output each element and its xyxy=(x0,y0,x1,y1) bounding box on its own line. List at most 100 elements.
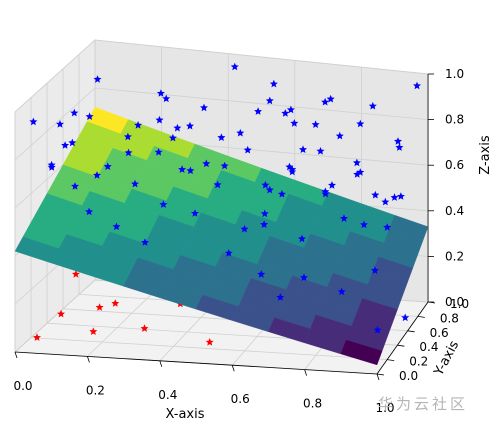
blue-star-point xyxy=(61,141,70,149)
blue-star-point xyxy=(236,128,245,137)
blue-star-point xyxy=(141,238,149,246)
y-tick-mark xyxy=(397,344,405,347)
surface-facet xyxy=(340,339,383,366)
blue-star-point xyxy=(240,224,249,233)
x-tick-label: 0.0 xyxy=(13,379,32,393)
y-tick-label: 0.4 xyxy=(419,340,438,354)
y-tick-label: 0.0 xyxy=(399,369,418,383)
y-tick-label: 0.2 xyxy=(409,355,428,369)
z-tick-label: 0.6 xyxy=(445,158,464,172)
y-axis-line xyxy=(376,301,429,375)
grid-line-y-floor xyxy=(30,337,388,360)
red-star-point xyxy=(111,299,120,307)
blue-star-point xyxy=(335,131,344,140)
x-tick-mark xyxy=(14,351,18,359)
blue-star-point xyxy=(217,133,226,141)
blue-star-point xyxy=(93,75,102,83)
red-star-point xyxy=(140,324,149,332)
blue-star-point xyxy=(390,193,399,201)
blue-star-point xyxy=(220,161,229,170)
blue-star-point xyxy=(123,132,132,141)
blue-star-point xyxy=(93,171,101,179)
x-tick-label: 1.0 xyxy=(375,401,394,415)
y-tick-mark xyxy=(376,373,385,376)
x-tick-label: 0.2 xyxy=(86,383,105,397)
red-star-point xyxy=(57,309,65,318)
blue-star-point xyxy=(202,159,211,168)
x-tick-label: 0.8 xyxy=(303,397,322,411)
blue-star-point xyxy=(70,108,79,117)
blue-star-point xyxy=(394,137,402,145)
blue-star-point xyxy=(352,158,361,167)
x-tick-label: 0.4 xyxy=(158,388,177,402)
blue-star-point xyxy=(103,162,112,170)
blue-star-point xyxy=(311,120,320,128)
y-tick-label: 1.0 xyxy=(450,297,469,311)
blue-star-point xyxy=(381,197,390,206)
blue-star-point xyxy=(191,209,199,217)
blue-star-point xyxy=(316,147,325,155)
y-tick-mark xyxy=(407,330,415,333)
x-tick-mark xyxy=(376,373,380,381)
blue-star-point xyxy=(288,167,297,176)
blue-star-point xyxy=(159,200,168,208)
blue-star-point xyxy=(401,313,410,322)
z-tick-label: 1.0 xyxy=(445,67,464,81)
x-axis-label: X-axis xyxy=(166,407,205,422)
x-tick-mark xyxy=(159,360,163,367)
red-star-point xyxy=(205,338,214,346)
blue-star-point xyxy=(340,214,348,222)
blue-star-point xyxy=(360,220,368,229)
blue-star-point xyxy=(154,148,163,156)
blue-star-point xyxy=(326,94,335,103)
blue-star-point xyxy=(337,287,346,296)
blue-star-point xyxy=(328,181,336,189)
blue-star-point xyxy=(224,249,233,257)
blue-star-point xyxy=(413,81,421,90)
blue-star-point xyxy=(285,162,294,171)
blue-star-point xyxy=(178,165,187,173)
tick-labels: 0.0 0.2 0.4 0.6 0.8 1.00.00.20.40.60.81.00.00… xyxy=(13,67,469,415)
blue-star-point xyxy=(353,170,362,178)
blue-star-point xyxy=(85,207,94,216)
x-tick-mark xyxy=(87,356,90,363)
y-tick-label: 0.6 xyxy=(430,326,449,340)
blue-star-point xyxy=(373,325,382,334)
grid-line-z xyxy=(14,39,429,113)
blue-star-point xyxy=(260,220,269,228)
z-tick-label: 0.8 xyxy=(445,113,464,127)
x-tick-mark xyxy=(304,369,307,376)
z-tick-label: 0.4 xyxy=(445,204,464,218)
blue-star-point xyxy=(29,117,38,126)
blue-star-point xyxy=(290,119,299,127)
z-tick-label: 0.0 xyxy=(445,295,464,309)
red-star-point xyxy=(95,303,104,311)
blue-star-point xyxy=(371,190,380,199)
blue-star-point xyxy=(56,120,64,128)
blue-star-point xyxy=(173,123,182,132)
red-star-point xyxy=(33,333,41,341)
blue-star-point xyxy=(162,94,171,103)
blue-star-point xyxy=(257,270,266,278)
blue-star-point xyxy=(85,112,94,120)
z-axis-label: Z-axis xyxy=(478,135,493,175)
x-tick-mark xyxy=(231,365,235,372)
blue-star-point xyxy=(186,166,195,175)
blue-star-point xyxy=(299,145,307,153)
blue-star-point xyxy=(200,103,208,112)
blue-star-point xyxy=(265,185,274,194)
blue-star-point xyxy=(47,160,56,169)
blue-star-point xyxy=(261,180,270,189)
red-star-point xyxy=(89,327,98,335)
blue-star-point xyxy=(134,121,143,129)
blue-star-point xyxy=(383,223,392,231)
blue-star-point xyxy=(321,97,330,106)
surface-plane xyxy=(14,106,429,366)
points-in-front xyxy=(29,62,421,334)
blue-star-point xyxy=(281,109,290,117)
blue-star-point xyxy=(71,182,79,190)
blue-star-point xyxy=(260,209,269,218)
y-tick-mark xyxy=(417,316,425,318)
blue-star-point xyxy=(254,107,262,115)
